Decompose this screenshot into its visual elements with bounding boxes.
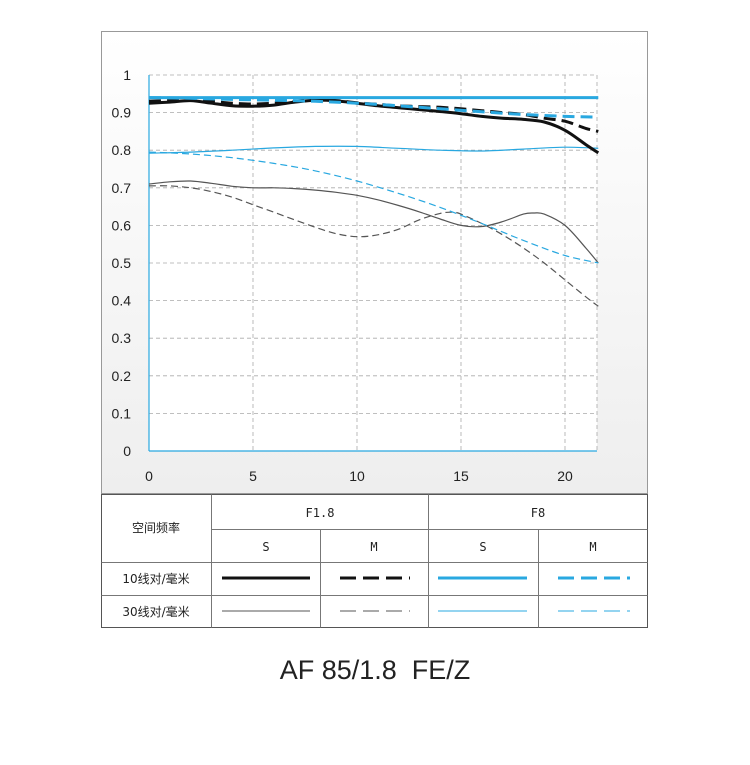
y-tick-label: 0.6 (112, 217, 132, 233)
lens-model-caption: AF 85/1.8 FE/Z (279, 655, 471, 685)
series-lines (148, 96, 600, 307)
y-tick-label: 0 (123, 443, 131, 459)
spatial-frequency-header: 空间频率 (132, 520, 180, 535)
y-tick-label: 0.8 (112, 142, 132, 158)
type-header-f18-m: M (370, 540, 377, 554)
y-tick-label: 0.4 (112, 293, 132, 309)
y-tick-label: 0.3 (112, 330, 132, 346)
aperture-f8-header: F8 (531, 506, 545, 520)
y-tick-label: 0.9 (112, 105, 132, 121)
x-tick-label: 20 (557, 468, 573, 484)
row-label-30lp: 30线对/毫米 (122, 604, 189, 619)
type-header-f8-s: S (479, 540, 486, 554)
y-tick-labels: 0 0.1 0.2 0.3 0.4 0.5 0.6 0.7 0.8 0.9 1 (112, 67, 132, 459)
y-tick-label: 1 (123, 67, 131, 83)
y-tick-label: 0.7 (112, 180, 132, 196)
type-header-f8-m: M (589, 540, 596, 554)
series-line-3 (148, 96, 599, 119)
legend-table-border (101, 494, 648, 628)
x-tick-label: 10 (349, 468, 365, 484)
y-tick-label: 0.2 (112, 368, 132, 384)
series-line-0 (148, 98, 600, 155)
series-line-6 (148, 145, 599, 154)
grid (149, 74, 598, 451)
legend-table: 空间频率 F1.8 F8 S M S M 10线对/毫米 30线对/毫米 (101, 494, 648, 628)
type-header-f18-s: S (262, 540, 269, 554)
x-tick-label: 5 (249, 468, 257, 484)
y-tick-label: 0.1 (112, 405, 132, 421)
y-tick-label: 0.5 (112, 255, 132, 271)
series-line-5 (148, 185, 599, 307)
series-line-4 (148, 180, 599, 264)
aperture-f18-header: F1.8 (306, 506, 335, 520)
x-tick-label: 0 (145, 468, 153, 484)
x-tick-label: 15 (453, 468, 469, 484)
x-tick-labels: 0 5 10 15 20 (145, 468, 573, 484)
axes (148, 75, 597, 452)
row-label-10lp: 10线对/毫米 (122, 571, 189, 586)
series-line-7 (148, 151, 599, 264)
